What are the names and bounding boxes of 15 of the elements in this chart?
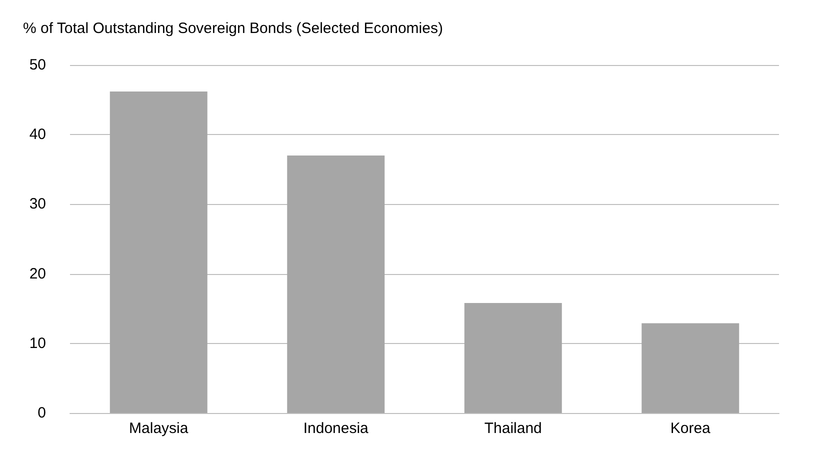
x-tick-label: Thailand: [484, 420, 542, 437]
bar: [464, 303, 562, 413]
chart-title: % of Total Outstanding Sovereign Bonds (Selected Economies): [23, 20, 443, 37]
y-tick-label: 50: [29, 56, 46, 74]
y-tick-label: 10: [29, 334, 46, 352]
y-tick-label: 0: [38, 404, 46, 422]
bar: [287, 155, 385, 413]
x-tick-label: Malaysia: [129, 420, 189, 437]
x-tick-label: Korea: [670, 420, 712, 437]
y-tick-label: 20: [29, 265, 46, 282]
x-tick-label: Indonesia: [303, 420, 370, 437]
bar: [110, 91, 208, 413]
y-tick-label: 40: [29, 126, 46, 144]
bar: [642, 323, 740, 413]
y-tick-label: 30: [29, 196, 46, 213]
